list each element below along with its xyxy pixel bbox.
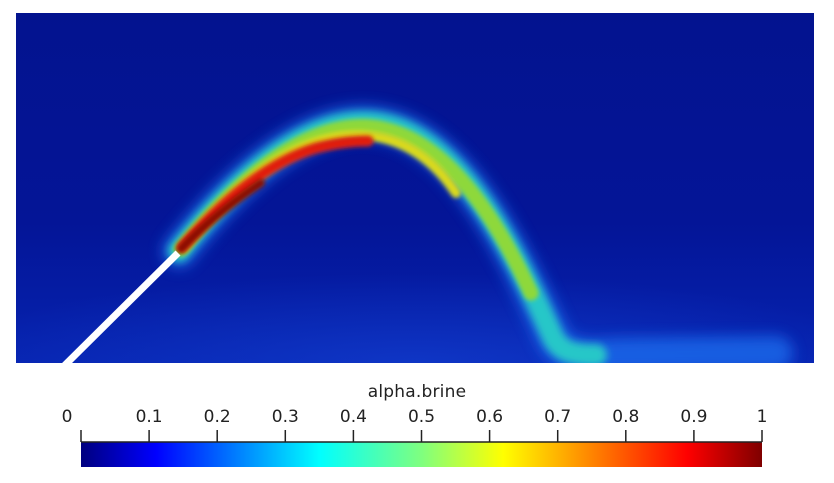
colorbar-tick-label: 0.4: [340, 407, 367, 427]
colorbar-tick-label: 0.9: [680, 407, 707, 427]
colorbar-tick-label: 0.3: [272, 407, 299, 427]
plume-darkred-core: [177, 179, 265, 253]
colorbar-tick-label: 0.8: [612, 407, 639, 427]
colorbar-tick-label: 0.5: [408, 407, 435, 427]
colorbar-tick-label: 0.1: [136, 407, 163, 427]
colorbar-tick-label: 1: [757, 407, 768, 427]
colorbar-tick-label: 0.2: [204, 407, 231, 427]
simulation-field-view: [16, 13, 814, 363]
colorbar-tick-label: 0: [62, 407, 73, 427]
nozzle-pipe: [62, 250, 181, 363]
colorbar-title: alpha.brine: [367, 382, 467, 402]
colorbar-gradient: [81, 442, 762, 467]
colorbar-tick-label: 0.6: [476, 407, 503, 427]
colorbar-tick-label: 0.7: [544, 407, 571, 427]
